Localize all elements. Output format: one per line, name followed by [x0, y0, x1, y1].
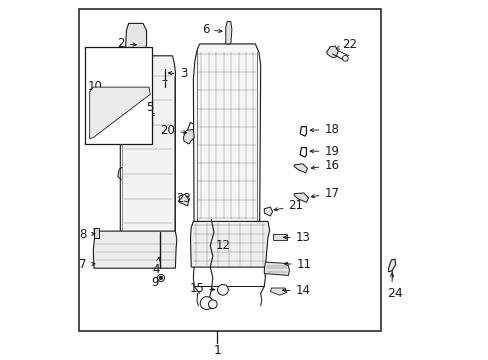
Polygon shape [179, 194, 188, 206]
Circle shape [157, 274, 164, 282]
Circle shape [208, 300, 217, 309]
Text: 18: 18 [309, 123, 339, 136]
Polygon shape [125, 23, 146, 56]
Text: 23: 23 [176, 192, 190, 204]
Text: 6: 6 [202, 23, 222, 36]
Text: 10: 10 [88, 80, 102, 93]
Text: 7: 7 [79, 258, 95, 271]
Polygon shape [190, 221, 269, 267]
Text: 13: 13 [283, 231, 310, 244]
Circle shape [159, 276, 163, 280]
Polygon shape [273, 234, 286, 240]
Text: 20: 20 [160, 124, 186, 137]
Text: 2: 2 [117, 37, 136, 50]
Polygon shape [264, 262, 289, 275]
Text: 8: 8 [79, 228, 95, 241]
Polygon shape [193, 44, 260, 238]
Text: 12: 12 [216, 239, 231, 252]
Polygon shape [89, 87, 150, 139]
Bar [85, 47, 152, 144]
Text: 14: 14 [282, 284, 310, 297]
Polygon shape [326, 46, 337, 58]
Text: 11: 11 [284, 258, 311, 271]
Text: 4: 4 [152, 257, 160, 276]
Text: 21: 21 [274, 199, 303, 212]
Polygon shape [294, 193, 308, 202]
Polygon shape [225, 22, 231, 44]
Circle shape [200, 297, 213, 310]
Polygon shape [183, 130, 194, 144]
Text: 17: 17 [310, 187, 339, 200]
Text: 1: 1 [213, 345, 221, 357]
Circle shape [342, 55, 347, 61]
Polygon shape [270, 288, 286, 295]
Text: 16: 16 [311, 159, 339, 172]
Polygon shape [94, 228, 99, 238]
Text: 5: 5 [146, 102, 154, 114]
Text: 15: 15 [189, 282, 214, 295]
Polygon shape [93, 231, 177, 268]
Polygon shape [120, 56, 175, 254]
Text: 24: 24 [386, 287, 402, 300]
Polygon shape [264, 207, 272, 216]
Text: 22: 22 [336, 39, 356, 51]
Text: 19: 19 [309, 145, 339, 158]
Polygon shape [294, 164, 307, 173]
Text: 3: 3 [168, 67, 187, 80]
Polygon shape [387, 259, 395, 272]
Bar [79, 9, 381, 331]
Text: 9: 9 [151, 276, 159, 289]
Circle shape [217, 284, 228, 295]
